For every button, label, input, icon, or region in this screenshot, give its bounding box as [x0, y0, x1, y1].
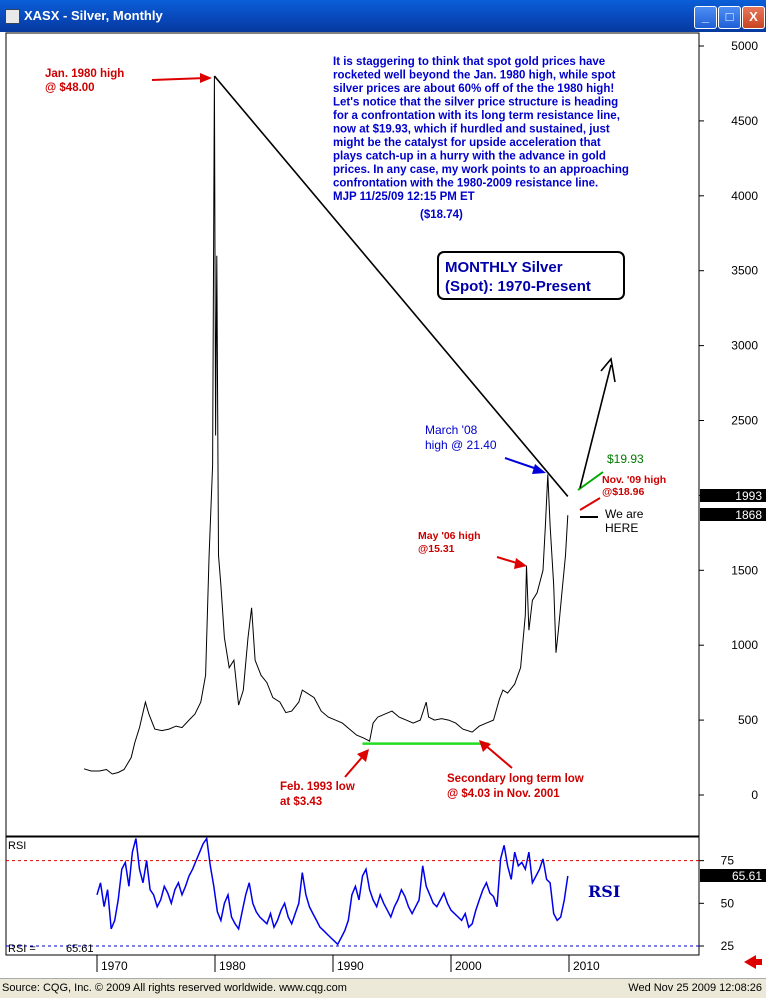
y-tick-label-1500: 1500 — [731, 563, 758, 577]
commentary-line-8: prices. In any case, my work points to a… — [333, 164, 629, 176]
commentary-line-7: plays catch-up in a hurry with the advan… — [333, 151, 606, 163]
scroll-left-icon-tail[interactable] — [756, 959, 762, 965]
chart-canvas: 0 500 1000 1500 2000 2500 3000 3500 4000 4500 5000… — [5, 32, 766, 973]
y-tick-label-3000: 3000 — [731, 339, 758, 353]
rsi-tick-label-75: 75 — [721, 854, 735, 868]
price-marker-1993: 1993 — [735, 489, 762, 503]
scroll-left-icon[interactable] — [744, 955, 756, 969]
nov09-label-2: @$18.96 — [602, 486, 645, 498]
commentary-line-1: rocketed well beyond the Jan. 1980 high,… — [333, 70, 616, 82]
commentary-line-4: for a confrontation with its long term r… — [333, 110, 620, 122]
target-arrow — [577, 471, 604, 491]
feb93-label-1: Feb. 1993 low — [280, 781, 355, 793]
jan1980-arrow — [151, 77, 207, 81]
march08-label-2: high @ 21.40 — [425, 438, 497, 452]
commentary-text: It is staggering to think that spot gold… — [333, 56, 629, 203]
rsi-panel-label: RSI — [8, 840, 26, 852]
x-tick-label-1990: 1990 — [337, 959, 364, 973]
feb93-arrow — [344, 754, 365, 778]
feb93-arrowhead — [357, 749, 369, 762]
rsi-value-marker: 65.61 — [732, 869, 762, 883]
commentary-line-2: silver prices are about 60% off of the t… — [333, 83, 614, 95]
y-tick-label-4000: 4000 — [731, 189, 758, 203]
feb93-label-2: at $3.43 — [280, 796, 322, 808]
y-tick-label-5000: 5000 — [731, 39, 758, 53]
nov01-label-1: Secondary long term low — [447, 773, 584, 785]
rsi-series-line — [96, 836, 569, 946]
may06-arrowhead — [514, 558, 527, 569]
commentary-line-9: confrontation with the 1980-2009 resista… — [333, 178, 598, 190]
nov09-arrow — [579, 497, 601, 511]
source-text: Source: CQG, Inc. © 2009 All rights rese… — [2, 982, 347, 994]
price-series-line — [83, 75, 569, 775]
chart-app-icon — [5, 9, 20, 24]
nov01-label-2: @ $4.03 in Nov. 2001 — [447, 788, 560, 800]
nov01-arrow — [484, 744, 513, 769]
y-tick-label-0: 0 — [751, 788, 758, 802]
rsi-tick-label-25: 25 — [721, 939, 735, 953]
minimize-button[interactable]: _ — [694, 6, 717, 29]
rsi-readout-value: 65.61 — [66, 943, 94, 955]
nov01-arrowhead — [479, 740, 491, 752]
commentary-line-5: now at $19.93, which if hurdled and sust… — [333, 124, 610, 136]
x-tick-label-1970: 1970 — [101, 959, 128, 973]
projection-arrowhead — [600, 357, 616, 383]
x-tick-label-2010: 2010 — [573, 959, 600, 973]
price-panel-border — [5, 32, 700, 837]
price-marker-1993-box — [700, 489, 766, 502]
commentary-line-10: MJP 11/25/09 12:15 PM ET — [333, 191, 475, 203]
march08-label-1: March '08 — [425, 423, 478, 437]
close-button[interactable]: X — [742, 6, 765, 29]
resistance-line — [213, 75, 569, 497]
rsi-readout-label: RSI = — [8, 943, 36, 955]
y-tick-label-500: 500 — [738, 713, 758, 727]
jan1980-label-1: Jan. 1980 high — [45, 68, 124, 80]
x-tick-label-2000: 2000 — [455, 959, 482, 973]
may06-label-2: @15.31 — [418, 543, 455, 555]
here-label-2: HERE — [605, 521, 638, 535]
chart-title-line-1: MONTHLY Silver — [445, 259, 563, 276]
projection-arrow — [579, 364, 612, 489]
commentary-sub: ($18.74) — [420, 209, 463, 221]
y-tick-label-4500: 4500 — [731, 114, 758, 128]
may06-label-1: May '06 high — [418, 530, 481, 542]
chart-window: 0 500 1000 1500 2000 2500 3000 3500 4000 4500 5000… — [0, 32, 766, 997]
rsi-tick-label-50: 50 — [721, 896, 735, 910]
commentary-line-6: might be the catalyst for upside acceler… — [333, 137, 601, 149]
march08-arrowhead — [532, 464, 546, 474]
y-tick-label-1000: 1000 — [731, 638, 758, 652]
target-label: $19.93 — [607, 452, 644, 466]
jan1980-label-2: @ $48.00 — [45, 82, 95, 94]
rsi-big-label: RSI — [588, 882, 620, 901]
chart-title-line-2: (Spot): 1970-Present — [445, 278, 591, 295]
chart-title-box — [437, 251, 625, 300]
timestamp-text: Wed Nov 25 2009 12:08:26 — [628, 982, 762, 994]
price-marker-1868-box — [700, 508, 766, 521]
jan1980-arrowhead — [200, 73, 212, 83]
rsi-y-axis: 25 50 75 — [699, 854, 734, 953]
maximize-button[interactable]: □ — [718, 6, 741, 29]
y-tick-label-2500: 2500 — [731, 414, 758, 428]
commentary-line-0: It is staggering to think that spot gold… — [333, 56, 605, 68]
status-bar: Source: CQG, Inc. © 2009 All rights rese… — [0, 978, 766, 998]
commentary-line-3: Let's notice that the silver price struc… — [333, 97, 618, 109]
price-marker-1868: 1868 — [735, 508, 762, 522]
window-title: XASX - Silver, Monthly — [24, 8, 163, 23]
here-label-1: We are — [605, 507, 644, 521]
nov09-label-1: Nov. '09 high — [602, 474, 666, 486]
x-tick-label-1980: 1980 — [219, 959, 246, 973]
y-tick-label-3500: 3500 — [731, 264, 758, 278]
title-bar: XASX - Silver, Monthly _ □ X — [0, 0, 766, 32]
rsi-value-box — [700, 869, 766, 882]
price-y-axis: 0500100015002000250030003500400045005000 — [699, 39, 758, 802]
time-x-axis: 1970 1980 1990 2000 2010 — [96, 955, 600, 973]
